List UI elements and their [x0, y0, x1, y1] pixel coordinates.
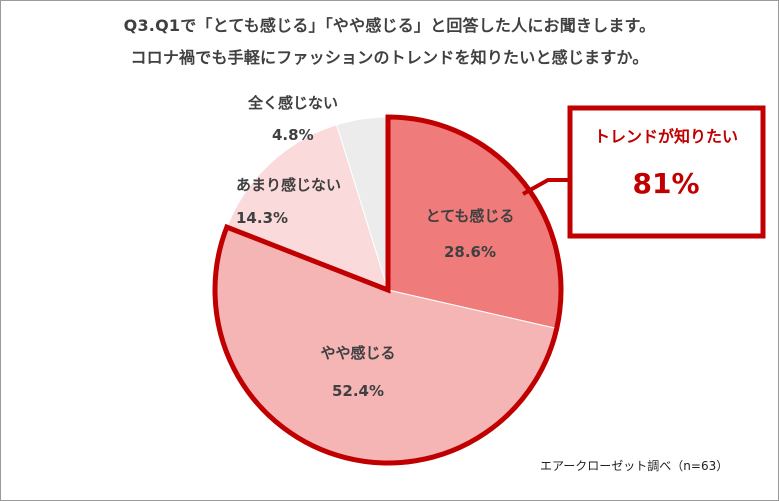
slice-value-yaya: 52.4% [332, 382, 384, 400]
slice-label-mattaku: 全く感じない [247, 94, 338, 112]
callout-connector [522, 178, 570, 196]
callout-value: 81% [632, 167, 699, 200]
callout-box [567, 105, 766, 239]
slice-label-totemo: とても感じる [426, 207, 515, 225]
source-note: エアークローゼット調べ（n=63） [540, 459, 729, 473]
slice-label-yaya: やや感じる [320, 344, 395, 362]
slice-label-amari: あまり感じない [236, 176, 341, 194]
chart-title-line-2: コロナ禍でも手軽にファッションのトレンドを知りたいと感じますか。 [130, 48, 649, 67]
slice-value-totemo: 28.6% [444, 243, 496, 261]
callout-label: トレンドが知りたい [594, 127, 738, 146]
slice-value-amari: 14.3% [236, 209, 288, 227]
chart-title-line-1: Q3.Q1で「とても感じる」「やや感じる」と回答した人にお聞きします。 [123, 16, 656, 35]
pie-slice-amari [226, 124, 389, 291]
slice-value-mattaku: 4.8% [272, 126, 314, 144]
highlight-outline [212, 114, 564, 466]
